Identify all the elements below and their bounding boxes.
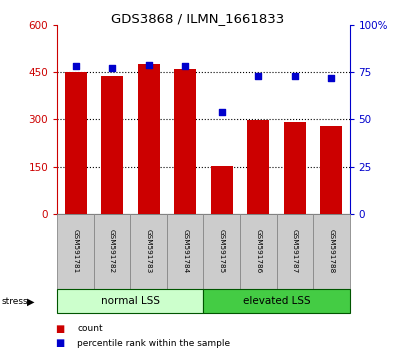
Bar	[57, 289, 203, 313]
Bar	[174, 69, 196, 214]
Bar	[65, 72, 87, 214]
Text: elevated LSS: elevated LSS	[243, 296, 310, 306]
Point	[328, 75, 335, 81]
Bar	[167, 214, 203, 289]
Bar	[137, 64, 160, 214]
Bar	[240, 214, 276, 289]
Text: GSM591784: GSM591784	[182, 229, 188, 273]
Bar	[130, 214, 167, 289]
Text: GSM591781: GSM591781	[73, 229, 79, 273]
Point	[72, 64, 79, 69]
Point	[182, 64, 188, 69]
Point	[292, 73, 298, 79]
Bar	[211, 166, 233, 214]
Bar	[313, 214, 350, 289]
Bar	[203, 289, 350, 313]
Text: count: count	[77, 324, 103, 333]
Text: ▶: ▶	[27, 297, 34, 307]
Text: GSM591782: GSM591782	[109, 229, 115, 273]
Text: GDS3868 / ILMN_1661833: GDS3868 / ILMN_1661833	[111, 12, 284, 25]
Point	[218, 109, 225, 115]
Bar	[101, 76, 123, 214]
Text: normal LSS: normal LSS	[101, 296, 160, 306]
Bar	[203, 214, 240, 289]
Bar	[284, 122, 306, 214]
Text: GSM591783: GSM591783	[146, 229, 152, 273]
Text: ■: ■	[55, 338, 64, 348]
Point	[255, 73, 261, 79]
Text: GSM591786: GSM591786	[255, 229, 261, 273]
Point	[145, 62, 152, 67]
Text: GSM591785: GSM591785	[219, 229, 225, 273]
Text: ■: ■	[55, 324, 64, 333]
Bar	[57, 214, 94, 289]
Text: percentile rank within the sample: percentile rank within the sample	[77, 339, 230, 348]
Text: GSM591787: GSM591787	[292, 229, 298, 273]
Point	[109, 65, 115, 71]
Bar	[94, 214, 130, 289]
Text: stress: stress	[2, 297, 28, 306]
Bar	[247, 120, 269, 214]
Text: GSM591788: GSM591788	[328, 229, 334, 273]
Bar	[276, 214, 313, 289]
Bar	[320, 126, 342, 214]
